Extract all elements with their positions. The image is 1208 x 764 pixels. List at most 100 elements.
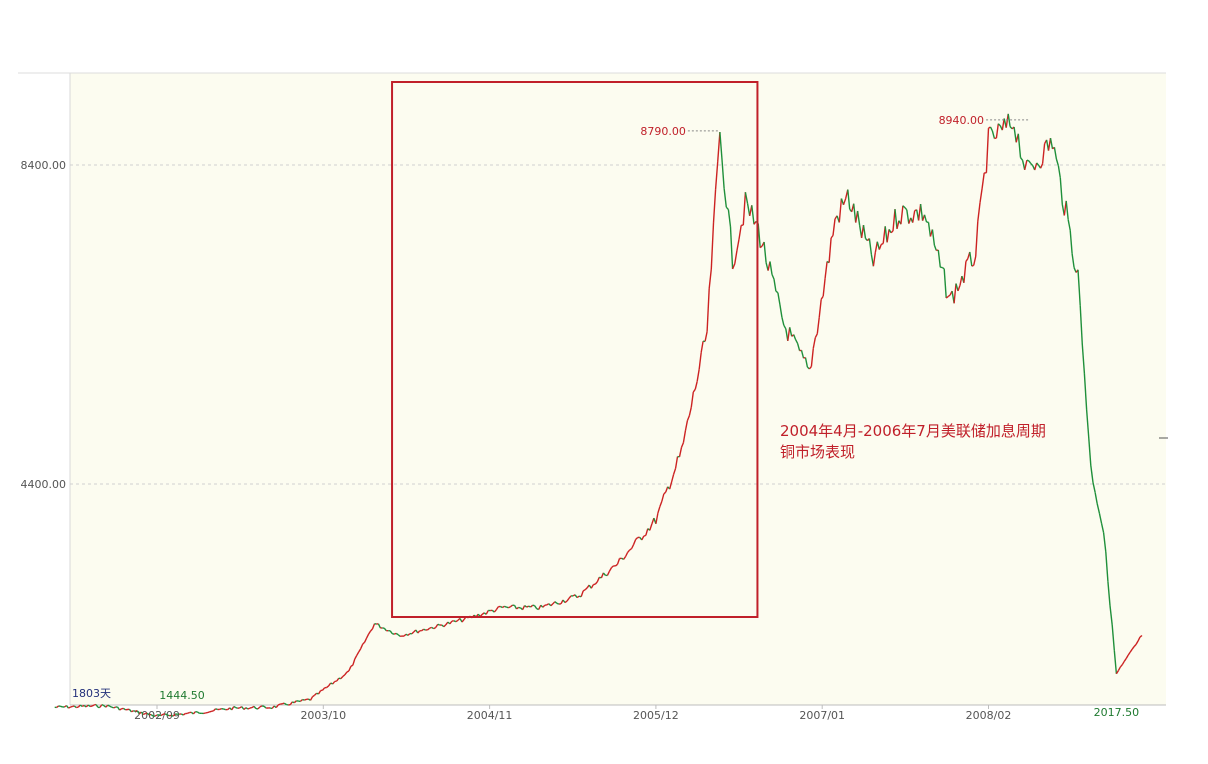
price-segment bbox=[172, 713, 176, 717]
price-segment bbox=[1065, 200, 1069, 220]
price-segment bbox=[70, 705, 73, 708]
price-segment bbox=[789, 327, 793, 337]
price-segment bbox=[719, 132, 723, 160]
price-segment bbox=[237, 707, 240, 709]
price-segment bbox=[572, 594, 576, 597]
price-segment bbox=[1092, 482, 1096, 493]
price-segment bbox=[727, 209, 732, 227]
price-segment bbox=[546, 603, 550, 606]
price-segment bbox=[615, 563, 618, 567]
price-segment bbox=[1057, 165, 1061, 178]
price-series bbox=[54, 113, 1143, 717]
price-segment bbox=[542, 604, 546, 608]
price-segment bbox=[453, 620, 457, 623]
price-segment bbox=[783, 324, 787, 330]
price-segment bbox=[1125, 654, 1129, 659]
price-segment bbox=[233, 705, 237, 709]
price-segment bbox=[900, 205, 904, 225]
price-segment bbox=[1085, 409, 1090, 438]
price-segment bbox=[334, 680, 337, 683]
x-tick-label: 2005/12 bbox=[633, 709, 679, 722]
price-segment bbox=[286, 703, 289, 706]
price-segment bbox=[793, 334, 797, 340]
x-tick-label: 2008/02 bbox=[966, 709, 1012, 722]
x-tick-label: 2003/10 bbox=[300, 709, 346, 722]
price-segment bbox=[187, 711, 190, 715]
price-segment bbox=[368, 630, 372, 635]
price-segment bbox=[502, 605, 505, 609]
price-segment bbox=[196, 711, 200, 714]
price-segment bbox=[578, 595, 582, 598]
x-tick-labels: 2002/09 2003/10 2004/11 2005/12 2007/01 2008/… bbox=[134, 705, 1011, 722]
price-segment bbox=[309, 696, 314, 701]
peak-2006-marker: 8790.00 bbox=[640, 125, 720, 138]
price-segment bbox=[506, 606, 509, 609]
price-segment bbox=[876, 241, 880, 250]
price-segment bbox=[302, 698, 305, 701]
price-segment bbox=[1107, 581, 1111, 606]
price-segment bbox=[643, 534, 647, 537]
price-segment bbox=[830, 235, 834, 239]
price-segment bbox=[729, 226, 734, 270]
price-segment bbox=[552, 601, 556, 605]
price-segment bbox=[1067, 219, 1071, 231]
price-segment bbox=[119, 708, 123, 711]
price-segment bbox=[1127, 651, 1131, 656]
price-segment bbox=[548, 603, 552, 607]
price-segment bbox=[919, 204, 924, 221]
x-tick-label: 2004/11 bbox=[467, 709, 513, 722]
price-segment bbox=[997, 123, 1001, 127]
price-segment bbox=[140, 711, 144, 715]
price-segment bbox=[655, 512, 659, 524]
price-segment bbox=[304, 698, 307, 701]
price-segment bbox=[991, 130, 996, 139]
price-segment bbox=[211, 710, 214, 712]
price-segment bbox=[969, 251, 973, 267]
price-segment bbox=[77, 704, 81, 708]
price-segment bbox=[574, 594, 578, 599]
price-segment bbox=[1071, 253, 1075, 268]
price-segment bbox=[249, 706, 253, 709]
price-segment bbox=[590, 584, 594, 589]
price-segment bbox=[810, 348, 814, 367]
price-segment bbox=[757, 223, 761, 248]
price-segment bbox=[957, 285, 961, 292]
price-segment bbox=[356, 651, 360, 656]
price-segment bbox=[631, 543, 635, 549]
price-segment bbox=[706, 288, 710, 332]
price-segment bbox=[820, 295, 824, 300]
price-segment bbox=[593, 583, 596, 586]
price-segment bbox=[344, 671, 348, 676]
gridlines bbox=[70, 164, 1166, 485]
price-segment bbox=[975, 221, 979, 257]
price-segment bbox=[682, 430, 687, 443]
price-segment bbox=[437, 623, 441, 626]
price-segment bbox=[269, 707, 273, 710]
price-segment bbox=[1129, 648, 1133, 653]
price-segment bbox=[109, 705, 112, 708]
price-segment bbox=[417, 630, 421, 634]
price-segment bbox=[734, 250, 738, 264]
price-segment bbox=[383, 627, 387, 632]
price-segment bbox=[812, 337, 816, 349]
price-segment bbox=[842, 198, 847, 206]
price-segment bbox=[72, 705, 75, 708]
price-segment bbox=[1041, 143, 1046, 164]
price-segment bbox=[947, 294, 951, 298]
price-segment bbox=[566, 597, 570, 602]
price-segment bbox=[769, 261, 773, 275]
price-segment bbox=[1009, 126, 1013, 130]
price-segment bbox=[397, 634, 401, 637]
price-segment bbox=[904, 207, 908, 211]
price-segment bbox=[253, 705, 257, 710]
price-segment bbox=[868, 238, 873, 255]
price-segment bbox=[1139, 634, 1143, 638]
price-segment bbox=[403, 633, 407, 637]
price-segment bbox=[562, 599, 566, 604]
price-segment bbox=[1123, 658, 1127, 662]
price-segment bbox=[971, 264, 974, 267]
price-segment bbox=[105, 704, 109, 708]
price-segment bbox=[649, 523, 653, 531]
price-segment bbox=[927, 222, 932, 237]
price-segment bbox=[690, 392, 694, 408]
